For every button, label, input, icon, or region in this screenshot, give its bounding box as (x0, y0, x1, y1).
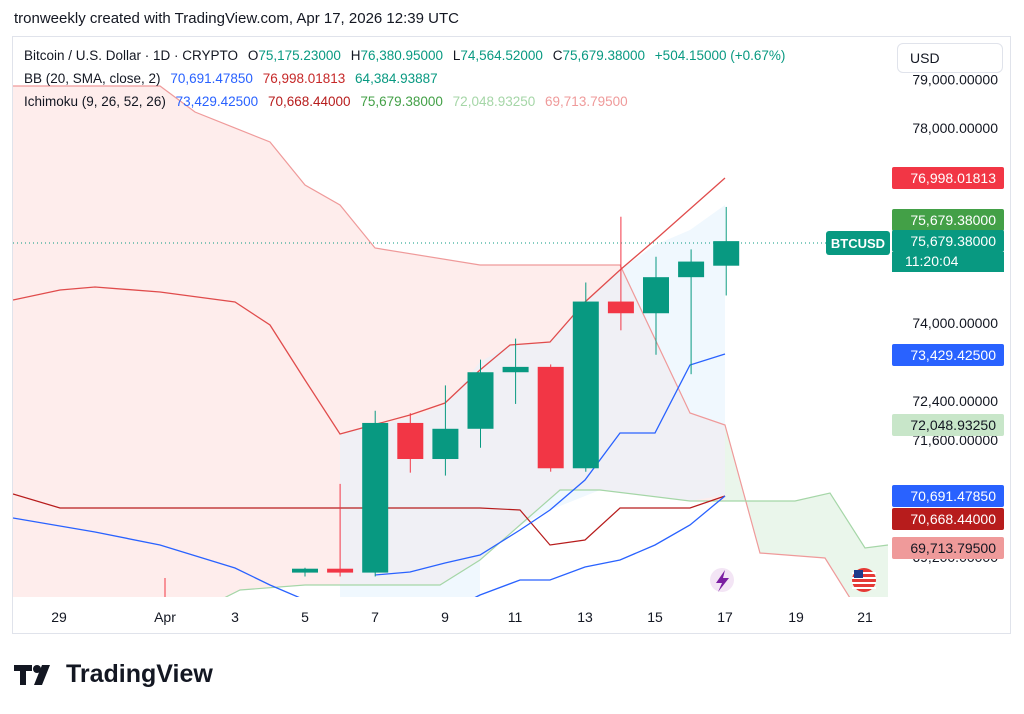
y-tick-label: 78,000.00000 (912, 120, 998, 136)
legend-ichimoku: Ichimoku (9, 26, 52, 26) 73,429.42500 70… (24, 94, 634, 109)
price-tag-bg (892, 209, 1004, 231)
tradingview-logo-icon (14, 664, 50, 685)
y-tick-label: 74,000.00000 (912, 315, 998, 331)
bb-label[interactable]: BB (20, SMA, close, 2) (24, 71, 161, 86)
us-flag-canton (854, 570, 863, 578)
price-tag-label: 70,691.47850 (910, 488, 996, 504)
price-tag-label: 73,429.42500 (910, 347, 996, 363)
low-value: L74,564.52000 (452, 48, 543, 63)
price-tag-bg (892, 508, 1004, 530)
price-tag-bg (892, 414, 1004, 436)
price-tag-bg (892, 344, 1004, 366)
high-value: H76,380.95000 (350, 48, 444, 63)
ichimoku-span-a-line (224, 489, 888, 597)
candle-body (678, 261, 705, 278)
candle-body (467, 372, 494, 429)
bb-basis-value: 70,691.47850 (170, 71, 253, 86)
symbol-label[interactable]: Bitcoin / U.S. Dollar · 1D · CRYPTO (24, 48, 239, 63)
candle-body (572, 301, 599, 469)
bb-lower-line (13, 495, 726, 597)
y-tick-label: 72,400.00000 (912, 393, 998, 409)
ichimoku-base-line (13, 493, 726, 546)
y-tick-label: 79,000.00000 (912, 71, 998, 87)
bb-upper-value: 76,998.01813 (262, 71, 346, 86)
x-tick-label: 29 (51, 609, 67, 625)
candle-body (643, 277, 669, 314)
price-tag: 73,429.42500 (892, 344, 1004, 366)
x-tick-label: 17 (717, 609, 733, 625)
chart-caption: tronweekly created with TradingView.com,… (14, 10, 459, 27)
x-tick-label: 21 (857, 609, 873, 625)
legend-ohlc: Bitcoin / U.S. Dollar · 1D · CRYPTO O75,… (24, 48, 791, 63)
x-tick-label: 7 (371, 609, 379, 625)
ichimoku-cloud-bull (725, 425, 888, 597)
candle-body (362, 422, 389, 573)
symbol-tag: BTCUSD (831, 236, 885, 251)
x-tick-label: 9 (441, 609, 449, 625)
us-flag-stripe (852, 572, 876, 574)
candle-body (502, 366, 529, 373)
price-tag: 75,679.38000 (892, 230, 1004, 252)
candle-body (397, 422, 424, 460)
ichimoku-lagging-value: 75,679.38000 (360, 94, 443, 109)
candle-body (607, 301, 634, 314)
brand-name: TradingView (66, 660, 213, 688)
lightning-icon (710, 568, 734, 592)
symbol-tag-bg (826, 231, 890, 255)
price-tag: 75,679.38000 (892, 209, 1004, 231)
ichimoku-conversion-value: 73,429.42500 (175, 94, 259, 109)
legend-bb: BB (20, SMA, close, 2) 70,691.47850 76,9… (24, 71, 444, 86)
x-tick-label: 3 (231, 609, 239, 625)
bb-lower-value: 64,384.93887 (355, 71, 438, 86)
chart-frame (12, 36, 1011, 634)
countdown-bg (892, 252, 1004, 272)
close-value: C75,679.38000 (552, 48, 646, 63)
price-tag-label: 69,713.79500 (910, 540, 996, 556)
candle-body (713, 241, 740, 266)
price-tag-label: 70,668.44000 (910, 511, 996, 527)
x-tick-label: 5 (301, 609, 309, 625)
x-tick-label: 19 (788, 609, 804, 625)
ichimoku-conversion-line (374, 353, 726, 576)
x-tick-label: 15 (647, 609, 663, 625)
ichimoku-spanA-value: 72,048.93250 (452, 94, 536, 109)
price-tag: 70,668.44000 (892, 508, 1004, 530)
change-value: +504.15000 (+0.67%) (654, 48, 786, 63)
currency-button[interactable]: USD (897, 43, 1003, 73)
us-flag-stripe (852, 587, 876, 589)
open-value: O75,175.23000 (247, 48, 341, 63)
ichimoku-label[interactable]: Ichimoku (9, 26, 52, 26) (24, 94, 166, 109)
candle-body (432, 428, 459, 460)
x-tick-label: 11 (508, 609, 523, 625)
price-tag-bg (892, 230, 1004, 252)
price-tag-bg (892, 167, 1004, 189)
price-tag: 69,713.79500 (892, 537, 1004, 559)
price-tag: 76,998.01813 (892, 167, 1004, 189)
candle-body (537, 366, 564, 469)
us-flag-stripe (852, 577, 876, 579)
price-tag-bg (892, 537, 1004, 559)
price-tag-label: 75,679.38000 (910, 212, 996, 228)
tradingview-logo: TradingView (14, 660, 213, 689)
price-tag-label: 75,679.38000 (910, 233, 996, 249)
us-flag-icon (852, 568, 876, 592)
price-tag-bg (892, 485, 1004, 507)
price-tag-label: 72,048.93250 (910, 417, 996, 433)
us-flag-stripe (852, 582, 876, 584)
countdown-label: 11:20:04 (905, 253, 959, 269)
price-tag: 72,048.93250 (892, 414, 1004, 436)
plot-area (13, 85, 888, 597)
x-tick-label: 13 (577, 609, 593, 625)
price-tag-label: 76,998.01813 (910, 170, 996, 186)
ichimoku-span-b-line (13, 85, 851, 597)
ichimoku-base-value: 70,668.44000 (267, 94, 351, 109)
lightning-icon-bolt (716, 570, 729, 592)
candle-body (292, 568, 318, 573)
price-tag: 70,691.47850 (892, 485, 1004, 507)
candle-body (327, 568, 354, 573)
ichimoku-spanB-value: 69,713.79500 (545, 94, 628, 109)
axis-layer: 29 Apr 3 5 7 9 11 13 15 17 19 21 79,000.00000 78,000.… (51, 71, 1004, 625)
x-tick-label: Apr (154, 609, 176, 625)
